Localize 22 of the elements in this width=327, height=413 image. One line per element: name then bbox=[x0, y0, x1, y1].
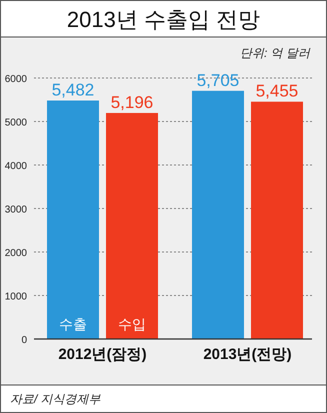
text: 자료/ 지식경제부 bbox=[10, 392, 102, 406]
x-tick-label: 2013년(전망) bbox=[203, 346, 292, 363]
bar bbox=[47, 100, 99, 339]
x-tick-label: 2012년(잠정) bbox=[58, 346, 147, 363]
y-tick-label: 1000 bbox=[4, 292, 28, 302]
y-tick-label: 5000 bbox=[4, 118, 28, 128]
data-label: 5,482 bbox=[52, 80, 94, 100]
data-label: 5,455 bbox=[256, 82, 298, 101]
chart-title: 2013년 수출입 전망 bbox=[66, 7, 260, 32]
bar bbox=[251, 102, 303, 339]
y-tick-label: 0 bbox=[21, 335, 28, 346]
text: 단위: 억 달러 bbox=[240, 46, 311, 60]
data-label: 5,196 bbox=[110, 92, 154, 112]
bar bbox=[192, 90, 244, 339]
data-label: 5,705 bbox=[196, 70, 240, 90]
bar bbox=[106, 112, 158, 339]
y-tick-label: 6000 bbox=[4, 74, 28, 85]
y-tick-label: 4000 bbox=[4, 161, 28, 172]
y-tick-label: 3000 bbox=[4, 204, 28, 216]
series-label: 수입 bbox=[118, 316, 146, 332]
series-label: 수출 bbox=[59, 316, 87, 332]
y-tick-label: 2000 bbox=[4, 248, 28, 259]
